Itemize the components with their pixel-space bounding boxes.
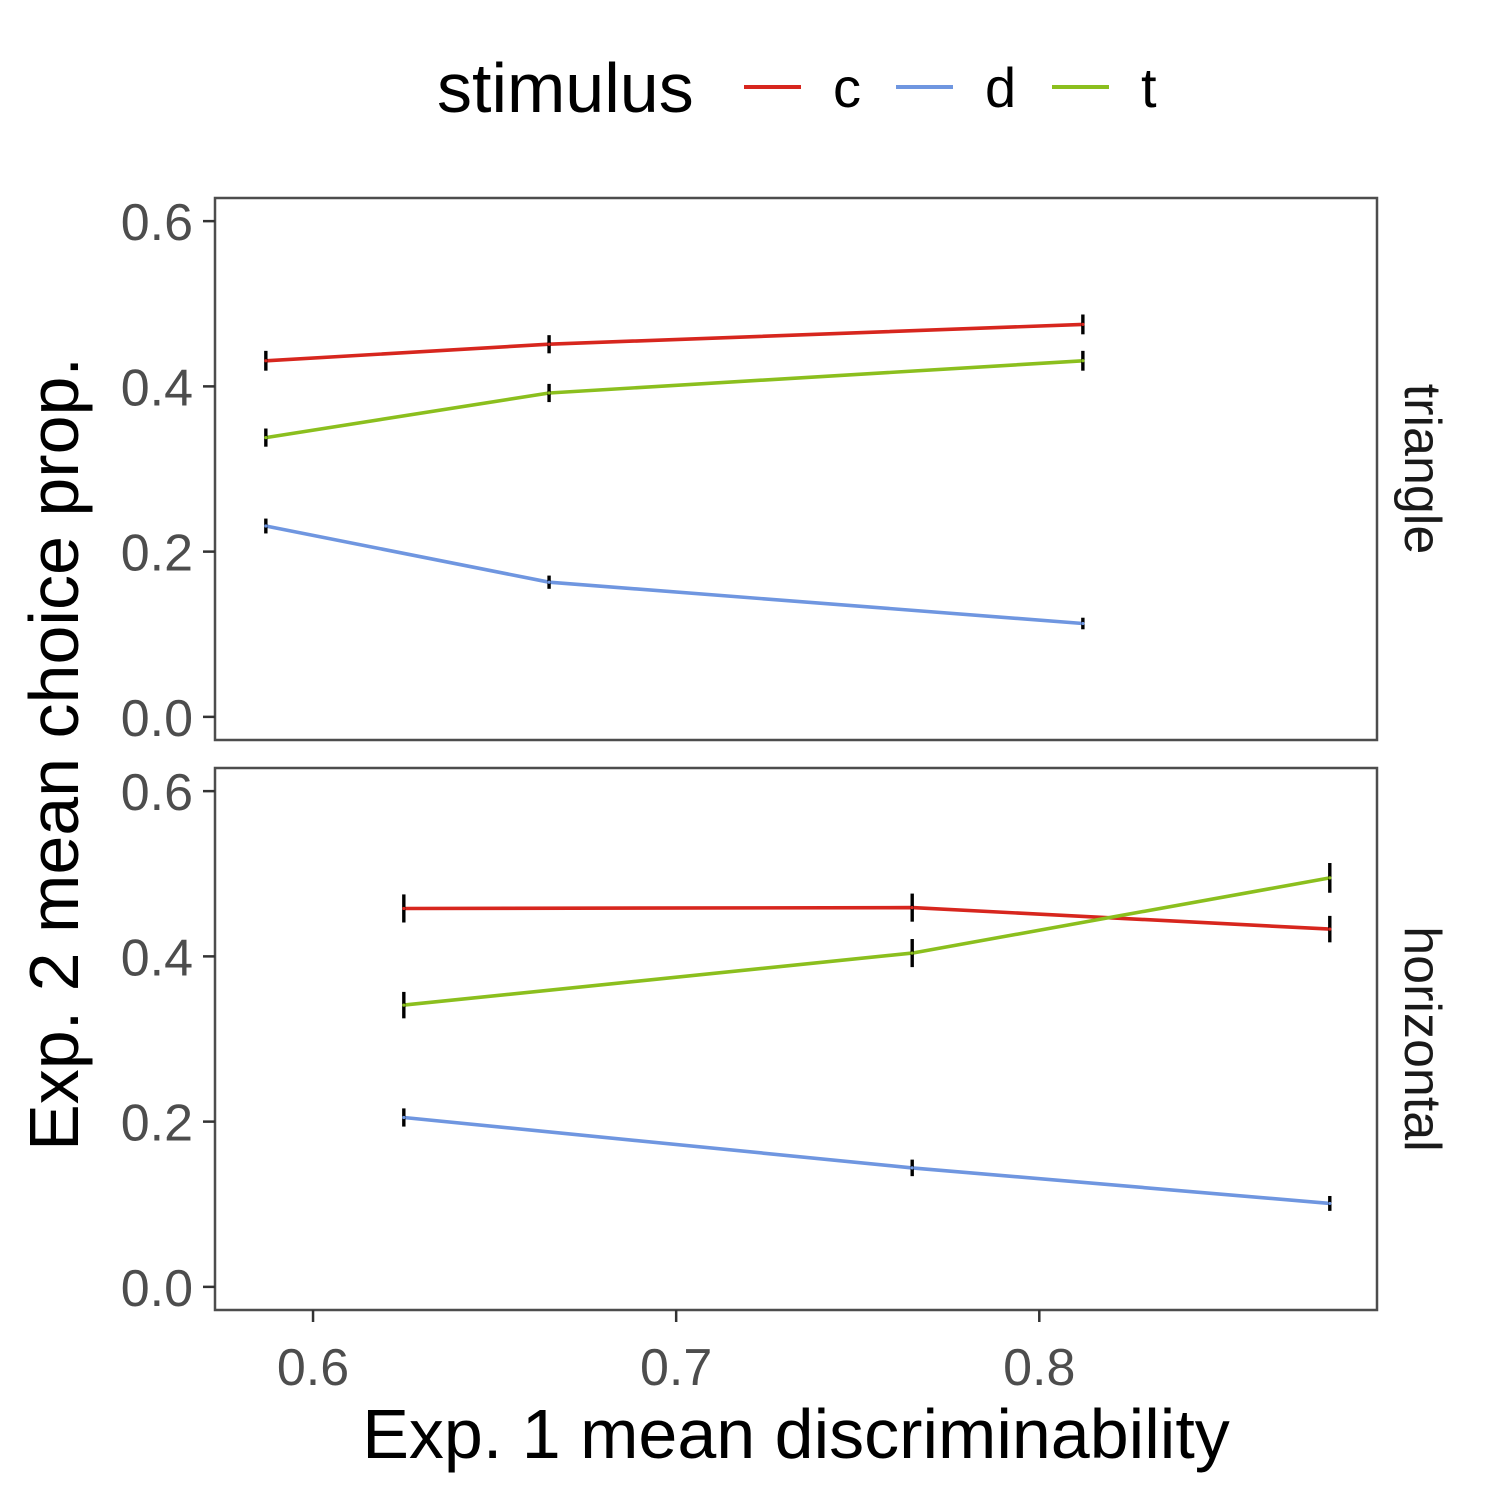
y-tick-label: 0.6 <box>121 764 193 822</box>
y-tick-label: 0.0 <box>121 1260 193 1318</box>
data-point-t <box>1328 876 1332 880</box>
legend-item-t: t <box>1052 56 1157 119</box>
data-point-c <box>264 359 268 363</box>
legend-item-d: d <box>896 56 1016 119</box>
data-point-c <box>402 906 406 911</box>
panel-triangle: 0.0 0.2 0.4 0.6 triangle <box>121 194 1451 748</box>
data-point-t <box>402 1003 406 1007</box>
panel-frame <box>213 766 1379 1312</box>
legend-label-t: t <box>1141 56 1157 119</box>
y-tick-label: 0.6 <box>121 194 193 252</box>
strip-label-horizontal: horizontal <box>1393 926 1451 1151</box>
data-point-d <box>1081 621 1085 626</box>
data-point-c <box>1328 927 1332 931</box>
y-tick-label: 0.4 <box>121 359 193 417</box>
data-point-c <box>1081 322 1085 327</box>
legend-item-c: c <box>744 56 861 119</box>
data-point-t <box>264 436 268 440</box>
data-point-d <box>910 1166 914 1170</box>
x-tick-label: 0.6 <box>277 1339 349 1397</box>
data-point-d <box>547 580 551 584</box>
y-tick-label: 0.4 <box>121 929 193 987</box>
x-tick-label: 0.7 <box>640 1339 712 1397</box>
legend-title: stimulus <box>437 49 694 127</box>
data-point-d <box>264 524 268 528</box>
x-axis-title: Exp. 1 mean discriminability <box>362 1395 1230 1473</box>
data-point-t <box>547 391 551 395</box>
panel-frame <box>213 196 1379 742</box>
legend: stimulus c d t <box>437 49 1157 127</box>
data-point-d <box>1328 1201 1332 1206</box>
data-point-t <box>910 951 914 955</box>
data-point-c <box>910 906 914 910</box>
panel-horizontal: 0.0 0.2 0.4 0.6 0.6 0.7 0.8 horizontal <box>121 764 1451 1397</box>
y-tick-label: 0.2 <box>121 525 193 583</box>
legend-label-c: c <box>833 56 861 119</box>
y-tick-label: 0.0 <box>121 690 193 748</box>
strip-label-triangle: triangle <box>1393 384 1451 555</box>
y-tick-label: 0.2 <box>121 1095 193 1153</box>
y-axis-title: Exp. 2 mean choice prop. <box>15 357 93 1151</box>
data-point-d <box>402 1115 406 1120</box>
legend-label-d: d <box>985 56 1016 119</box>
x-tick-label: 0.8 <box>1003 1339 1075 1397</box>
data-point-t <box>1081 359 1085 363</box>
data-point-c <box>547 342 551 346</box>
